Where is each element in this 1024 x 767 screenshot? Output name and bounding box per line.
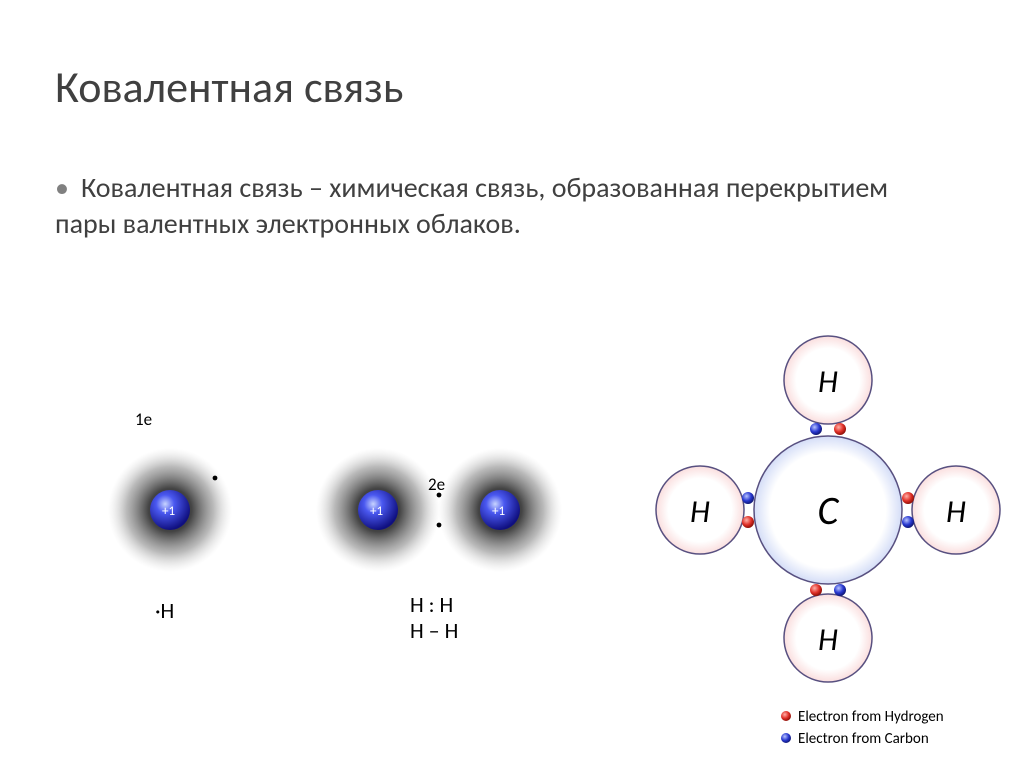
diagrams-svg: 1e 2e +1 +1 +1 ·H H : H H – H H H H H C [0, 0, 1024, 767]
legend-blue-icon [781, 733, 791, 743]
h-label-left: H [690, 492, 710, 531]
nucleus-charge-3: +1 [492, 504, 505, 519]
electron-red [742, 516, 754, 528]
formula-h-line: H – H [410, 617, 458, 644]
electron-blue [902, 516, 914, 528]
electron-blue [834, 584, 846, 596]
electron-dot [213, 476, 218, 481]
h2-molecule [316, 448, 562, 572]
electron-red [834, 423, 846, 435]
electron-red [902, 492, 914, 504]
label-2e: 2e [428, 474, 445, 495]
h-atom-right: H [912, 466, 1000, 554]
h-label-right: H [946, 492, 966, 531]
h-label-top: H [818, 362, 838, 401]
c-label: C [818, 486, 840, 535]
c-atom-center: C [754, 436, 902, 584]
legend-red-icon [781, 711, 791, 721]
legend-carbon-label: Electron from Carbon [798, 730, 929, 748]
h-label-bottom: H [818, 620, 838, 659]
h-atom-top: H [784, 336, 872, 424]
electron-red [810, 584, 822, 596]
formula-h-lewis: H : H [410, 591, 453, 618]
ch4-diagram: H H H H C [656, 336, 1000, 682]
h-atom-left: H [656, 466, 744, 554]
electron-blue [810, 423, 822, 435]
label-1e: 1e [135, 409, 152, 430]
electron-blue [742, 492, 754, 504]
shared-electron-dot-2 [437, 523, 442, 528]
h-atom-bottom: H [784, 594, 872, 682]
legend: Electron from Hydrogen Electron from Car… [781, 708, 944, 748]
legend-hydrogen-label: Electron from Hydrogen [798, 708, 944, 726]
formula-dot-h: ·H [155, 597, 174, 624]
nucleus-charge-1: +1 [162, 504, 175, 519]
electron-pair-top [810, 423, 846, 435]
nucleus-charge-2: +1 [370, 504, 383, 519]
